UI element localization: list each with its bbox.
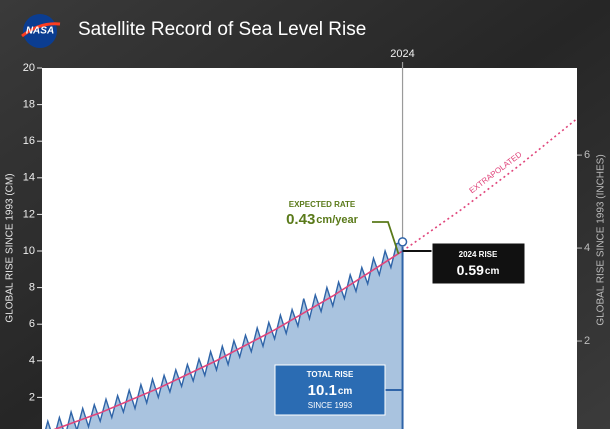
annotation-note: SINCE 1993 [308, 401, 353, 410]
y-tick-label: 18 [23, 99, 35, 111]
logo-circle [23, 14, 57, 48]
end-point [397, 237, 408, 247]
y-tick-label: 14 [23, 172, 35, 184]
annotation-title: TOTAL RISE [307, 370, 354, 379]
annotation-box [431, 242, 526, 285]
logo-swoosh [21, 22, 61, 38]
y-tick-label: 6 [29, 318, 35, 330]
y2-tick-label: 4 [584, 242, 590, 254]
annotation-unit: cm [338, 386, 353, 397]
annotation: 0.59cm [457, 262, 500, 278]
extrapolated-line [402, 118, 578, 252]
annotation: 0.43cm/year [286, 211, 359, 228]
y-tick-label: 20 [23, 62, 35, 74]
y-tick-label: 2 [29, 391, 35, 403]
annotation: 10.1cm [308, 382, 353, 399]
chart-title: Satellite Record of Sea Level Rise [78, 19, 366, 40]
annotation-value: 0.59 [457, 262, 484, 278]
x-tick-label: 2024 [390, 48, 414, 60]
data-line [45, 241, 403, 429]
y-tick-label: 8 [29, 282, 35, 294]
y-tick-label: 12 [23, 208, 35, 220]
annotation-unit: cm [485, 266, 500, 277]
annotation-unit: cm/year [316, 214, 358, 226]
y2-tick-label: 2 [584, 335, 590, 347]
annotation-box [274, 364, 386, 416]
y2-axis-label: GLOBAL RISE SINCE 1993 (INCHES) [596, 154, 607, 325]
y-tick-label: 4 [29, 355, 35, 367]
y-tick-label: 16 [23, 135, 35, 147]
logo-text: NASA [26, 26, 54, 37]
data-line [53, 250, 403, 429]
y-tick-label: 10 [23, 245, 35, 257]
y-axis-label: GLOBAL RISE SINCE 1993 (CM) [5, 173, 16, 322]
y2-tick-label: 6 [584, 149, 590, 161]
connector [372, 221, 400, 255]
annotation-title: 2024 RISE [459, 250, 498, 259]
annotation-value: 0.43 [286, 211, 315, 228]
annotation-title: EXPECTED RATE [289, 200, 356, 209]
annotation-value: 10.1 [308, 382, 337, 399]
